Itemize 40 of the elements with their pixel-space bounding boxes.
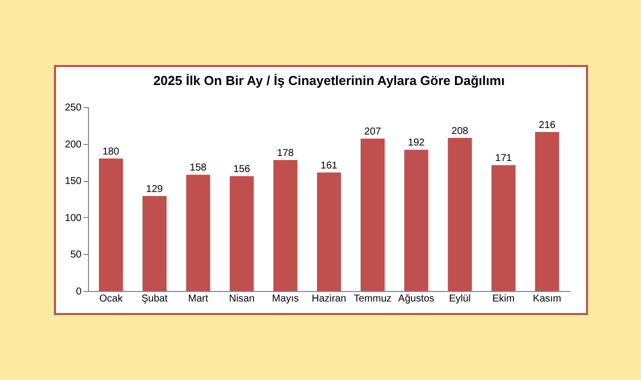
bar [404,150,428,291]
x-tick-label: Ağustos [398,294,434,304]
data-label: 192 [408,138,426,149]
y-tick-label: 50 [70,250,82,261]
data-label: 156 [233,164,251,176]
x-tick-label: Mayıs [272,294,299,304]
x-tick-label: Temmuz [354,294,392,304]
data-label: 180 [102,146,120,158]
data-label: 161 [320,160,338,172]
bar [491,165,516,291]
y-tick-label: 250 [64,102,82,114]
data-label: 178 [277,148,294,159]
bar [535,132,560,291]
data-label: 207 [364,126,382,138]
bar [186,174,210,291]
bar [360,138,385,291]
data-label: 158 [190,162,207,174]
bar [230,176,254,291]
data-label: 129 [146,184,164,196]
y-tick-label: 0 [76,286,82,298]
x-tick-label: Kasım [532,294,562,304]
bar [98,158,123,291]
y-tick-label: 100 [64,212,82,224]
x-tick-label: Mart [188,294,208,304]
x-tick-label: Haziran [312,294,346,304]
y-tick-label: 200 [64,139,82,150]
data-label: 208 [452,126,469,137]
data-label: 171 [495,153,512,164]
x-tick-label: Eylül [449,294,471,304]
x-tick-label: Şubat [141,294,168,304]
x-tick-label: Ekim [492,294,515,304]
data-label: 216 [538,120,556,132]
bar [273,160,298,291]
x-tick-label: Ocak [99,294,124,304]
bar [317,172,341,291]
bar [142,196,167,291]
chart-title: 2025 İlk On Bir Ay / İş Cinayetlerinin Aylara Göre Dağılımı [153,73,505,88]
bar [448,138,472,291]
y-tick-label: 150 [64,176,82,188]
x-tick-label: Nisan [228,294,255,304]
